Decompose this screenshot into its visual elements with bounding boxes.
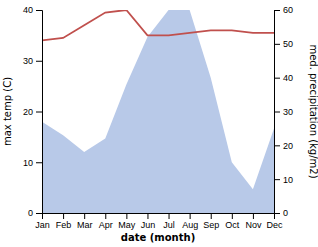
tick: Mar xyxy=(77,213,93,230)
tick: Jun xyxy=(141,213,156,230)
plot-area: JanFebMarAprMayJunJulAugSepOctNovDec0102… xyxy=(23,5,293,230)
tick: May xyxy=(118,213,136,230)
tick: Oct xyxy=(225,213,240,230)
tick-label: Sep xyxy=(203,220,219,230)
tick: Jul xyxy=(163,213,175,230)
tick-label: 20 xyxy=(23,107,33,117)
x-axis: Jan Feb Mar Apr May Jun Jul Aug Sep Oct Nov Dec xyxy=(35,213,283,230)
tick-label: 10 xyxy=(283,175,293,185)
tick-mark xyxy=(274,10,280,11)
y-axis-title: max temp (C) xyxy=(2,77,13,146)
tick-label: 60 xyxy=(283,5,293,15)
tick-label: Mar xyxy=(77,220,93,230)
tick-mark xyxy=(232,213,233,219)
tick-label: Oct xyxy=(225,220,240,230)
tick: 20 xyxy=(274,141,293,151)
tick-mark xyxy=(274,213,280,214)
tick-label: Apr xyxy=(99,220,113,230)
tick-label: 20 xyxy=(283,141,293,151)
tick-mark xyxy=(169,213,170,219)
tick-label: 30 xyxy=(283,107,293,117)
tick: Apr xyxy=(99,213,113,230)
tick: 20 xyxy=(23,107,42,117)
tick-mark xyxy=(126,213,127,219)
tick: 10 xyxy=(274,175,293,185)
tick-label: Nov xyxy=(245,220,262,230)
tick-label: 0 xyxy=(28,208,33,218)
tick-mark xyxy=(211,213,212,219)
tick-mark xyxy=(274,112,280,113)
tick: 0 xyxy=(274,208,288,218)
axis-line xyxy=(275,11,281,214)
area xyxy=(42,10,274,213)
tick-mark xyxy=(105,213,106,219)
tick-label: Aug xyxy=(182,220,198,230)
y2-axis-title: med. precipitation (kg/m2) xyxy=(308,44,318,178)
axis-line xyxy=(36,11,43,214)
tick-mark xyxy=(84,213,85,219)
tick-label: 30 xyxy=(23,56,33,66)
tick-mark xyxy=(147,213,148,219)
tick-mark xyxy=(36,61,42,62)
tick: Aug xyxy=(182,213,198,230)
tick-mark xyxy=(36,10,42,11)
tick: Sep xyxy=(203,213,219,230)
tick-mark xyxy=(63,213,64,219)
y-axis: 0 10 20 30 40 xyxy=(23,5,43,218)
tick-label: 50 xyxy=(283,39,293,49)
tick-label: Jun xyxy=(141,220,156,230)
y2-axis: 0 10 20 30 40 50 60 xyxy=(274,5,293,218)
line xyxy=(42,10,274,40)
tick-mark xyxy=(274,44,280,45)
tick-label: Jan xyxy=(35,220,50,230)
axis-line xyxy=(43,214,275,220)
tick-label: May xyxy=(118,220,136,230)
tick-mark xyxy=(36,162,42,163)
tick-mark xyxy=(253,213,254,219)
chart: JanFebMarAprMayJunJulAugSepOctNovDec0102… xyxy=(0,0,318,247)
tick-mark xyxy=(274,145,280,146)
tick-mark xyxy=(274,179,280,180)
tick: 0 xyxy=(28,208,42,218)
tick-mark xyxy=(274,78,280,79)
tick-label: Jul xyxy=(163,220,175,230)
tick: 50 xyxy=(274,39,293,49)
tick: 40 xyxy=(23,5,42,15)
tick: 30 xyxy=(23,56,42,66)
tick: 60 xyxy=(274,5,293,15)
tick: Jan xyxy=(35,213,50,230)
tick-label: 40 xyxy=(23,5,33,15)
tick-mark xyxy=(36,213,42,214)
tick: Dec xyxy=(266,213,283,230)
tick: Nov xyxy=(245,213,262,230)
tick-label: 0 xyxy=(283,208,288,218)
tick: Feb xyxy=(56,213,72,230)
tick: 10 xyxy=(23,158,42,168)
x-axis-title: date (month) xyxy=(121,232,195,243)
tick-mark xyxy=(36,112,42,113)
tick-label: Dec xyxy=(266,220,283,230)
tick-label: 40 xyxy=(283,73,293,83)
tick: 30 xyxy=(274,107,293,117)
marks xyxy=(42,10,274,213)
tick-label: 10 xyxy=(23,158,33,168)
tick-mark xyxy=(190,213,191,219)
tick: 40 xyxy=(274,73,293,83)
tick-label: Feb xyxy=(56,220,72,230)
